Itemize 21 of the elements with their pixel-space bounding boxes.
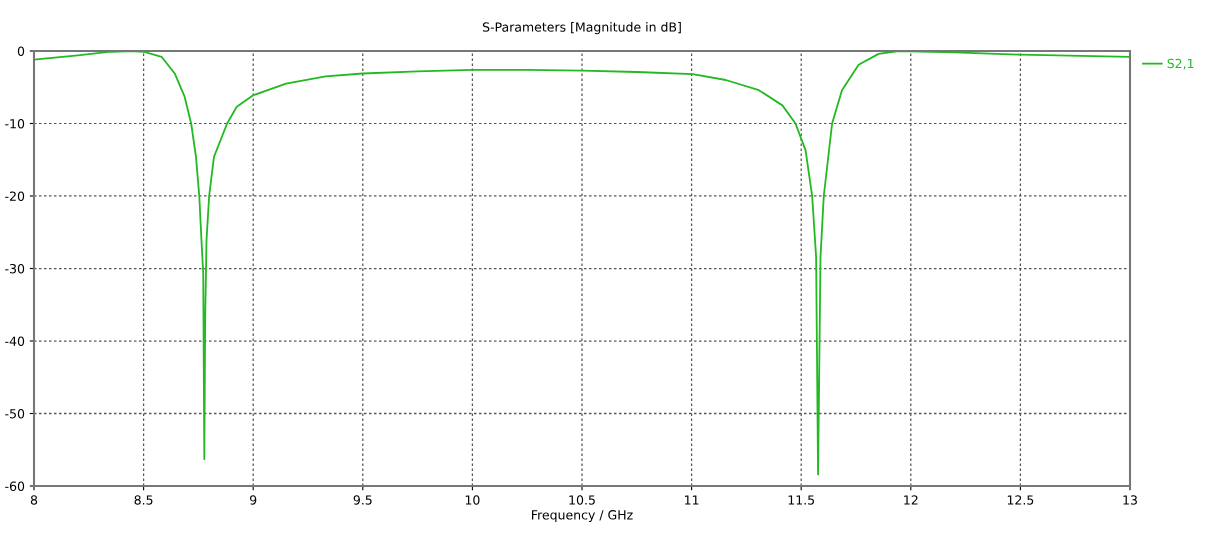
y-tick-label: -20 [5,191,25,201]
x-tick-label: 9.5 [353,495,372,505]
x-tick-label: 13 [1123,495,1137,505]
x-tick-label: 12 [904,495,918,505]
y-tick-label: -30 [5,263,25,274]
y-tick-label: -40 [5,336,25,346]
legend-label: S2,1 [1167,58,1194,70]
x-tick-label: 11 [685,495,699,505]
y-tick-label: -50 [5,408,25,419]
x-tick-label: 8.5 [134,495,153,505]
chart-title: S-Parameters [Magnitude in dB] [482,22,681,35]
x-tick-label: 11.5 [788,495,815,505]
x-axis-title: Frequency / GHz [532,510,633,522]
y-tick-label: -10 [5,118,25,129]
x-tick-label: 8 [30,495,38,505]
x-tick-label: 10 [465,495,480,505]
x-tick-label: 9 [250,495,257,505]
y-tick-label: 0 [17,46,25,56]
x-tick-label: 12.5 [1007,495,1034,505]
y-tick-label: -60 [5,481,25,491]
x-tick-label: 10.5 [569,495,595,505]
